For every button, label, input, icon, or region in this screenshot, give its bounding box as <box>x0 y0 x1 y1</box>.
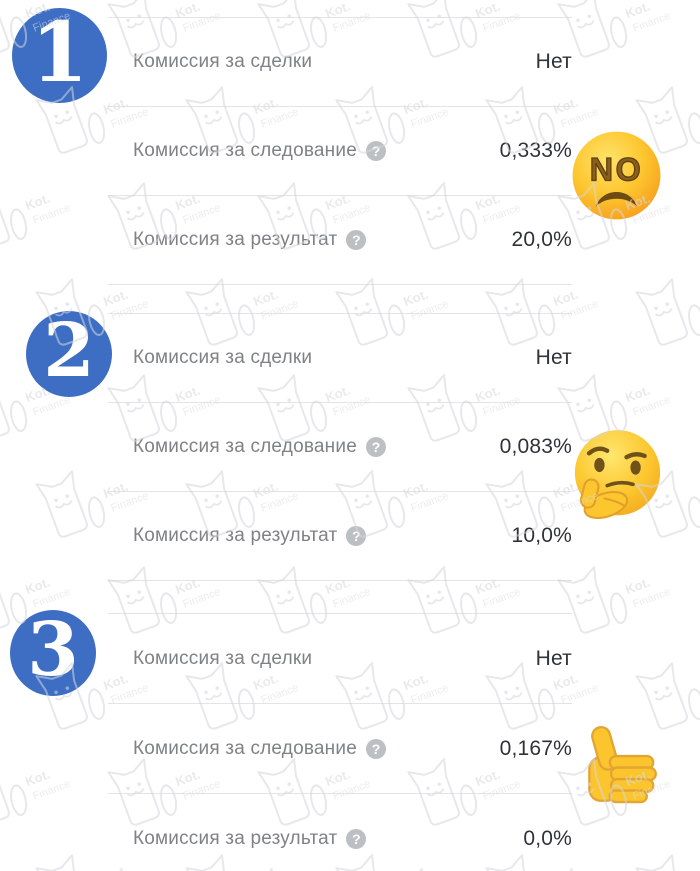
watermark-brand-top: Kot. <box>623 382 652 405</box>
help-icon[interactable]: ? <box>365 738 386 759</box>
item-number: 2 <box>43 308 95 394</box>
fee-value: Нет <box>535 346 572 369</box>
watermark-brand-bottom: Finance <box>31 394 72 419</box>
fee-row-trades: Комиссия за сделки Нет <box>108 313 572 402</box>
watermark: Kot. Finance <box>0 726 99 851</box>
item-number: 3 <box>27 607 79 693</box>
watermark-brand-top: Kot. <box>23 190 52 213</box>
watermark-brand-top: Kot. <box>551 286 580 309</box>
fee-value: Нет <box>535 50 572 73</box>
fee-table: Комиссия за сделки Нет Комиссия за следо… <box>108 17 572 285</box>
fee-row-following: Комиссия за следование ? 0,083% <box>108 402 572 491</box>
fee-value: 10,0% <box>511 524 572 547</box>
watermark-brand-bottom: Finance <box>31 202 72 227</box>
fee-row-following: Комиссия за следование ? 0,167% <box>108 703 572 793</box>
watermark-brand-bottom: Finance <box>181 586 222 611</box>
fee-label: Комиссия за сделки <box>133 347 313 368</box>
fee-row-trades: Комиссия за сделки Нет <box>108 613 572 703</box>
no-face-emoji: NO <box>572 131 661 220</box>
watermark-brand-top: Kot. <box>623 574 652 597</box>
fee-table: Комиссия за сделки Нет Комиссия за следо… <box>108 613 572 871</box>
watermark-brand-bottom: Finance <box>331 586 372 611</box>
help-icon[interactable]: ? <box>346 230 367 250</box>
fee-value: 0,333% <box>499 139 572 162</box>
fee-value: 20,0% <box>511 228 572 251</box>
fee-label: Комиссия за следование <box>133 140 357 161</box>
watermark-brand-top: Kot. <box>401 286 430 309</box>
watermark-brand-bottom: Finance <box>631 394 672 419</box>
fee-table: Комиссия за сделки Нет Комиссия за следо… <box>108 313 572 581</box>
watermark-brand-top: Kot. <box>251 286 280 309</box>
watermark-brand-bottom: Finance <box>631 586 672 611</box>
fee-label: Комиссия за следование <box>133 436 357 457</box>
help-icon[interactable]: ? <box>346 828 367 849</box>
fee-row-result: Комиссия за результат ? 0,0% <box>108 793 572 871</box>
item-number-badge: 2 <box>26 308 112 397</box>
help-icon[interactable]: ? <box>365 437 386 457</box>
fee-label: Комиссия за следование <box>133 737 357 759</box>
fee-label: Комиссия за сделки <box>133 51 313 72</box>
help-icon[interactable]: ? <box>346 526 367 546</box>
watermark-brand-top: Kot. <box>23 766 52 789</box>
fee-value: 0,0% <box>523 826 572 850</box>
item-number-badge: 1 <box>12 4 107 103</box>
fee-row-result: Комиссия за результат ? 20,0% <box>108 195 572 284</box>
fee-row-result: Комиссия за результат ? 10,0% <box>108 491 572 580</box>
watermark: Kot. Finance <box>625 246 700 371</box>
help-icon[interactable]: ? <box>365 141 386 161</box>
fee-row-following: Комиссия за следование ? 0,333% <box>108 106 572 195</box>
watermark-brand-bottom: Finance <box>31 778 72 803</box>
fee-label: Комиссия за результат <box>133 229 338 250</box>
watermark-brand-bottom: Finance <box>481 586 522 611</box>
fee-label: Комиссия за результат <box>133 525 338 546</box>
watermark-brand-top: Kot. <box>23 574 52 597</box>
item-number: 1 <box>30 4 89 101</box>
svg-text:NO: NO <box>590 152 644 188</box>
watermark-brand-top: Kot. <box>623 0 652 21</box>
fee-value: 0,083% <box>499 435 572 458</box>
thinking-face-emoji <box>574 430 661 520</box>
fee-value: Нет <box>535 646 572 670</box>
watermark: Kot. Finance <box>625 822 700 871</box>
item-number-badge: 3 <box>10 607 96 696</box>
fee-label: Комиссия за сделки <box>133 647 313 669</box>
fee-value: 0,167% <box>499 736 572 760</box>
watermark: Kot. Finance <box>0 150 99 275</box>
thumbs-up-emoji <box>588 726 657 804</box>
watermark-brand-top: Kot. <box>101 286 130 309</box>
fee-row-trades: Комиссия за сделки Нет <box>108 17 572 106</box>
fee-label: Комиссия за результат <box>133 827 338 849</box>
watermark-brand-bottom: Finance <box>631 10 672 35</box>
